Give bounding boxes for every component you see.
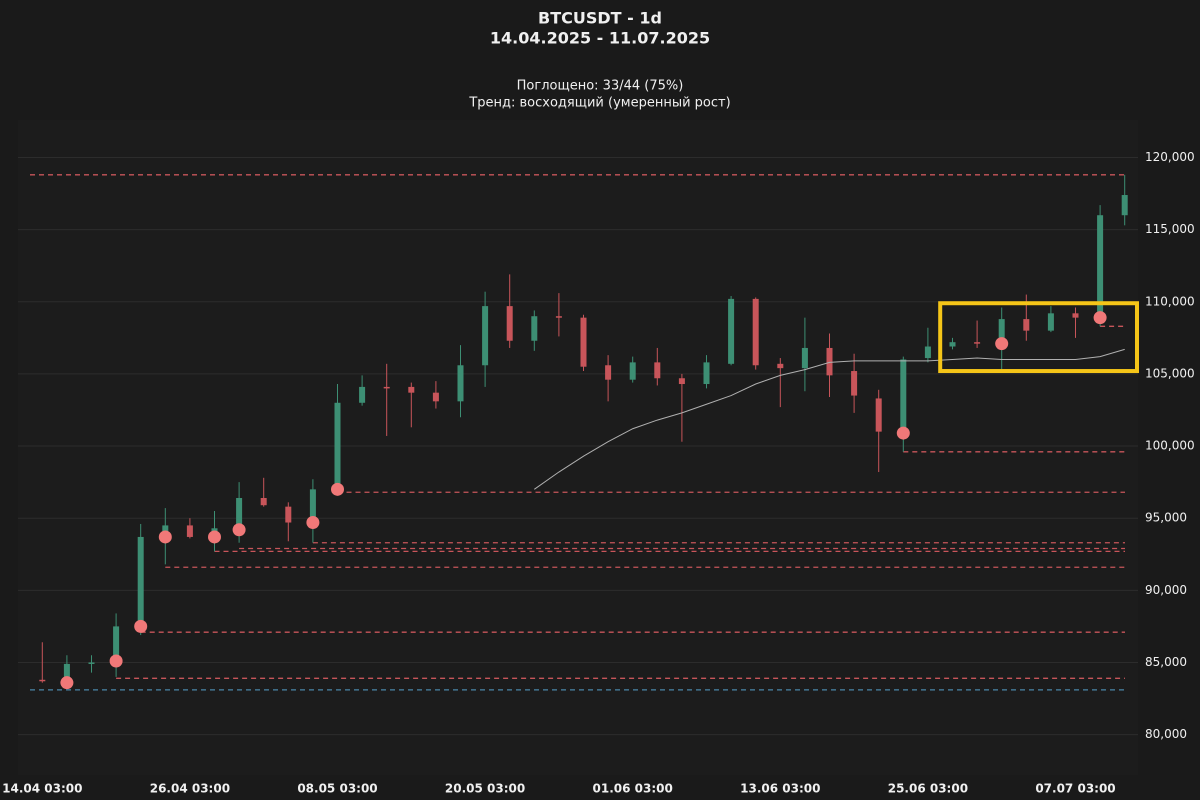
- signal-marker: [60, 676, 74, 690]
- candle-body: [236, 497, 243, 530]
- candle-body: [580, 317, 587, 367]
- signal-marker: [232, 523, 246, 537]
- candle-body: [629, 362, 636, 380]
- candle-body: [801, 347, 808, 369]
- candle-body: [88, 662, 95, 664]
- x-tick-label: 01.06 03:00: [593, 782, 673, 796]
- candle-body: [39, 679, 46, 682]
- x-tick-label: 14.04 03:00: [2, 782, 82, 796]
- candle-body: [457, 365, 464, 402]
- candle-body: [555, 316, 562, 318]
- signal-marker: [109, 654, 123, 668]
- candle-body: [826, 347, 833, 376]
- candle-body: [137, 536, 144, 628]
- candle-body: [334, 402, 341, 490]
- signal-marker: [306, 516, 320, 530]
- candle-body: [974, 342, 981, 344]
- y-tick-label: 85,000: [1145, 655, 1187, 669]
- signal-marker: [896, 426, 910, 440]
- candle-body: [875, 398, 882, 432]
- candle-body: [777, 363, 784, 369]
- signal-marker: [1093, 311, 1107, 325]
- chart-title: BTCUSDT - 1d: [538, 9, 662, 28]
- candle-body: [285, 506, 292, 523]
- candle-body: [531, 316, 538, 341]
- y-tick-label: 95,000: [1145, 511, 1187, 525]
- candle-body: [728, 298, 735, 364]
- y-tick-label: 110,000: [1145, 294, 1195, 308]
- x-tick-label: 26.04 03:00: [150, 782, 230, 796]
- candle-body: [949, 342, 956, 347]
- signal-marker: [208, 530, 221, 544]
- candle-body: [383, 386, 390, 389]
- candle-body: [63, 663, 70, 683]
- y-tick-label: 105,000: [1145, 366, 1195, 380]
- y-tick-label: 90,000: [1145, 583, 1187, 597]
- x-tick-label: 20.05 03:00: [445, 782, 525, 796]
- candle-body: [752, 298, 759, 366]
- x-tick-label: 08.05 03:00: [297, 782, 377, 796]
- highlight-box: [938, 301, 1140, 374]
- annotation: Тренд: восходящий (умеренный рост): [468, 96, 730, 111]
- y-tick-label: 120,000: [1145, 150, 1195, 164]
- candle-body: [900, 359, 907, 434]
- annotation: Поглощено: 33/44 (75%): [517, 79, 684, 94]
- candle-body: [309, 489, 316, 523]
- chart-subtitle: 14.04.2025 - 11.07.2025: [490, 29, 710, 48]
- candle-body: [482, 306, 489, 366]
- signal-marker: [158, 530, 172, 544]
- candle-body: [359, 386, 366, 403]
- candle-body: [851, 371, 858, 396]
- candle-body: [506, 306, 513, 341]
- candle-body: [654, 362, 661, 379]
- candle-body: [678, 378, 685, 385]
- y-tick-label: 115,000: [1145, 222, 1195, 236]
- x-tick-label: 07.07 03:00: [1035, 782, 1115, 796]
- y-tick-label: 80,000: [1145, 727, 1187, 741]
- signal-marker: [995, 337, 1009, 351]
- candle-body: [703, 362, 710, 385]
- candle-body: [432, 392, 439, 402]
- candle-body: [113, 626, 120, 663]
- moving-average: [534, 348, 1125, 490]
- signal-marker: [134, 619, 148, 633]
- candle-body: [998, 319, 1005, 344]
- y-tick-label: 100,000: [1145, 439, 1195, 453]
- candle-body: [1023, 319, 1030, 331]
- candle-body: [924, 346, 931, 359]
- candle-body: [1121, 195, 1128, 216]
- x-tick-label: 13.06 03:00: [740, 782, 820, 796]
- candle-body: [1097, 215, 1104, 318]
- signal-marker: [331, 482, 344, 496]
- candle-body: [605, 365, 612, 380]
- x-tick-label: 25.06 03:00: [888, 782, 968, 796]
- candle-body: [186, 525, 193, 537]
- candle-body: [1047, 313, 1054, 331]
- candle-body: [1072, 313, 1079, 318]
- candle-body: [260, 497, 267, 506]
- plot-area: [18, 120, 1138, 775]
- candle-body: [408, 386, 415, 393]
